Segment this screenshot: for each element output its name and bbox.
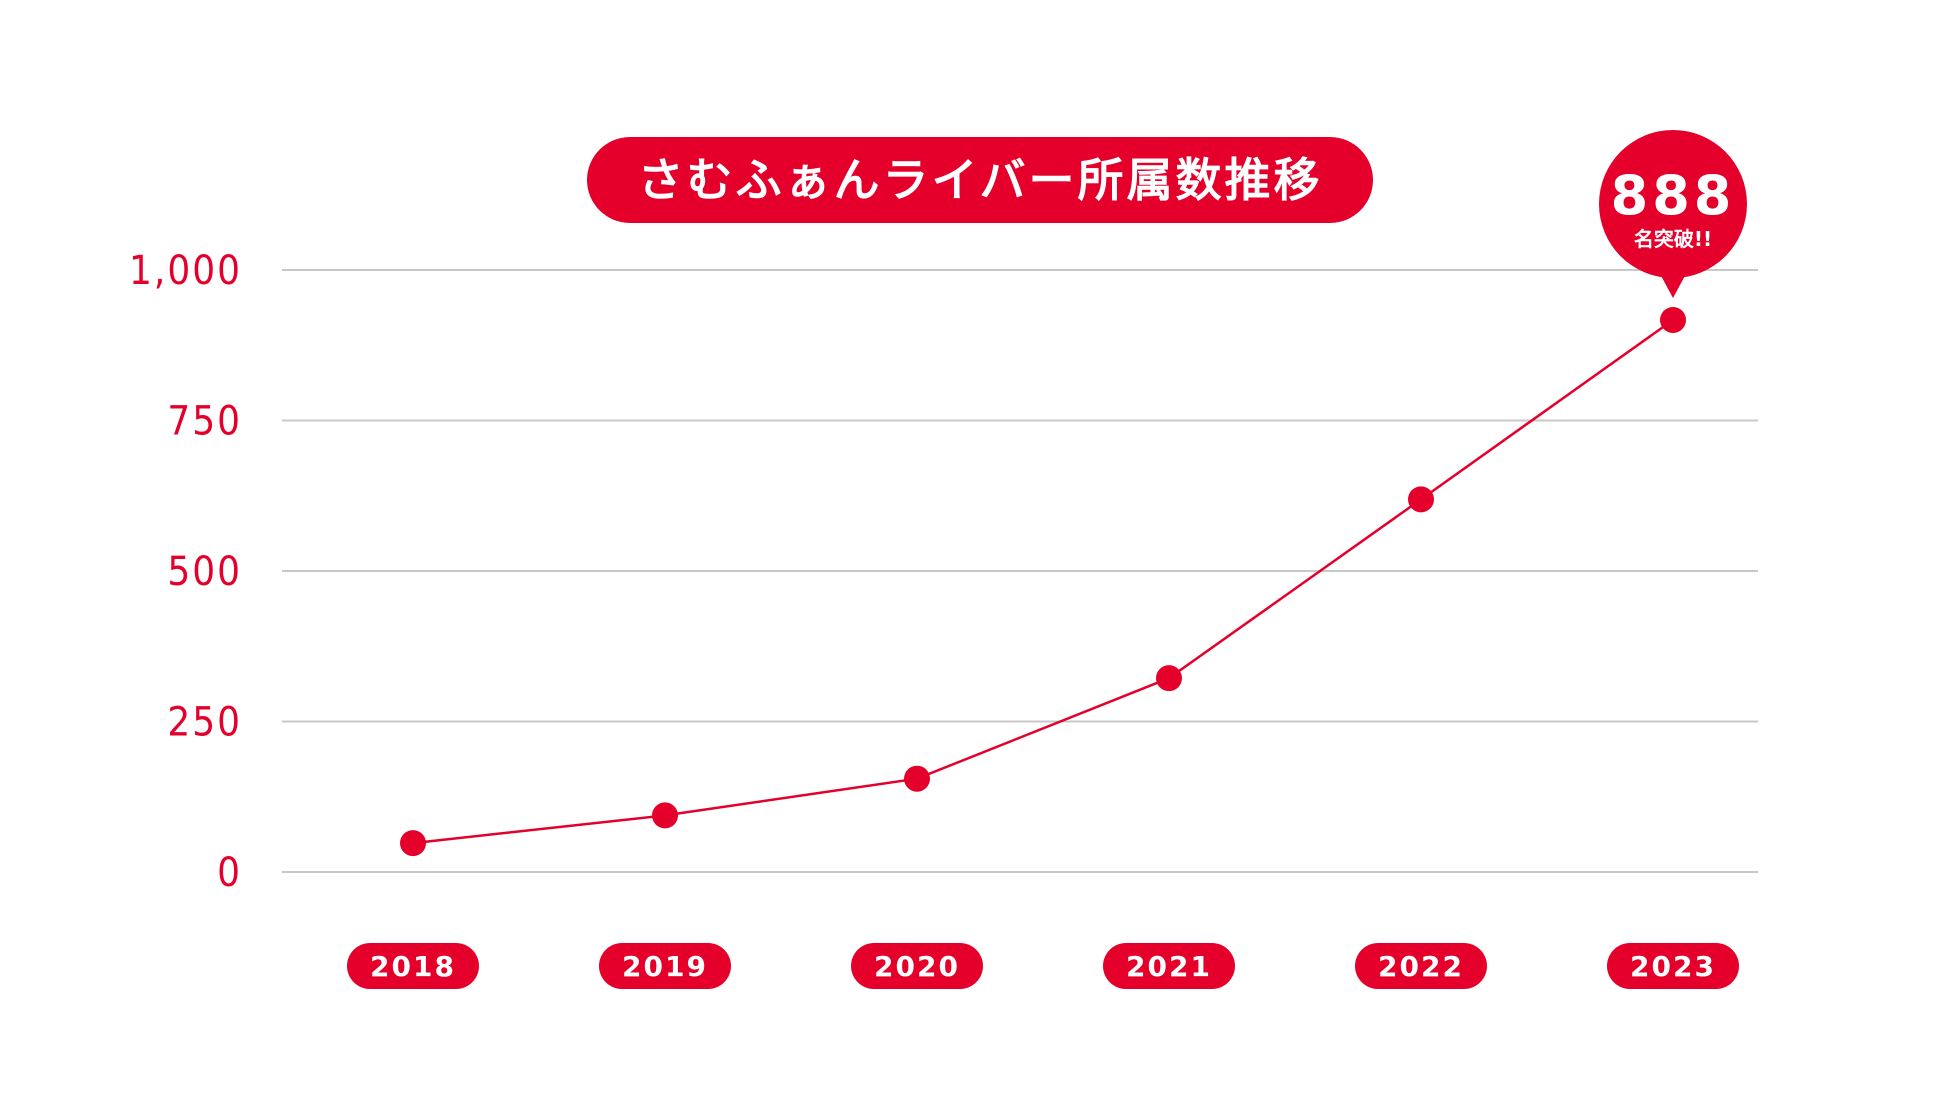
y-tick-label: 250: [167, 700, 242, 746]
x-tick-pill: [851, 943, 983, 989]
x-tick-label: 2023: [1630, 950, 1716, 983]
title-text: さむふぁんライバー所属数推移: [637, 153, 1322, 207]
chart-title: さむふぁんライバー所属数推移: [587, 137, 1373, 223]
grid-lines: [282, 269, 1758, 873]
data-point: [1408, 486, 1434, 513]
y-axis-ticks: 0 250 500 750 1,000: [129, 248, 242, 896]
x-tick-label: 2020: [874, 950, 960, 983]
data-point: [652, 802, 678, 829]
data-point: [400, 830, 426, 857]
series-polyline: [412, 318, 1674, 845]
callout-pointer: [1659, 272, 1687, 298]
callout-text: 名突破!!: [1634, 227, 1712, 251]
callout-value: 888: [1611, 164, 1736, 227]
callout-bubble: 888 名突破!!: [1599, 130, 1747, 298]
x-tick-pill: [347, 943, 479, 989]
data-point: [1660, 306, 1686, 333]
series-line: [412, 318, 1674, 845]
x-tick-pill: [1355, 943, 1487, 989]
x-tick-pill: [1103, 943, 1235, 989]
x-tick-label: 2018: [370, 950, 456, 983]
x-axis-ticks: 2018 2019 2020 2021 2022 2023: [347, 943, 1739, 989]
x-tick-label: 2022: [1378, 950, 1464, 983]
data-point: [1156, 665, 1182, 692]
y-tick-label: 0: [217, 850, 242, 896]
callout-circle: [1599, 130, 1747, 278]
title-pill: [587, 137, 1373, 223]
data-point: [904, 765, 930, 792]
x-tick-pill: [599, 943, 731, 989]
y-tick-label: 1,000: [129, 248, 242, 294]
x-tick-label: 2019: [622, 950, 708, 983]
x-tick-label: 2021: [1126, 950, 1212, 983]
x-tick-pill: [1607, 943, 1739, 989]
data-points: [400, 306, 1686, 857]
y-tick-label: 750: [167, 399, 242, 445]
y-tick-label: 500: [167, 549, 242, 595]
